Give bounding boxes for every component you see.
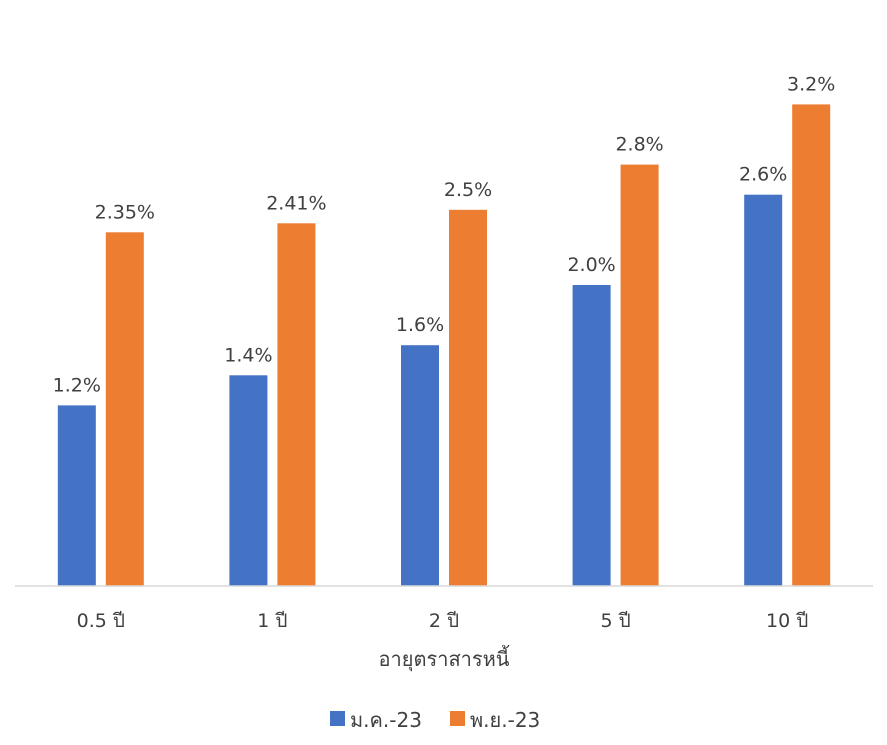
bar-s0-c0 bbox=[57, 405, 96, 586]
value-label-s0-c4: 2.6% bbox=[739, 164, 787, 186]
bar-s1-c1 bbox=[277, 223, 316, 587]
legend: ม.ค.-23 พ.ย.-23 bbox=[330, 708, 540, 732]
category-label-3: 5 ปี bbox=[600, 610, 630, 632]
value-label-s0-c2: 1.6% bbox=[396, 314, 444, 336]
bar-s0-c3 bbox=[572, 285, 611, 586]
bar-s1-c3 bbox=[620, 164, 659, 586]
legend-swatch-1 bbox=[450, 711, 465, 726]
category-labels-group: 0.5 ปี 1 ปี 2 ปี 5 ปี 10 ปี bbox=[77, 610, 809, 632]
bars-group bbox=[57, 104, 831, 587]
bar-s1-c4 bbox=[792, 104, 831, 587]
x-axis-title: อายุตราสารหนี้ bbox=[379, 645, 510, 672]
category-label-2: 2 ปี bbox=[429, 610, 459, 632]
value-label-s1-c3: 2.8% bbox=[615, 134, 663, 156]
category-label-4: 10 ปี bbox=[766, 610, 808, 632]
bar-s0-c4 bbox=[744, 194, 783, 586]
value-label-s0-c0: 1.2% bbox=[53, 374, 101, 396]
value-label-s0-c3: 2.0% bbox=[567, 254, 615, 276]
bar-s0-c1 bbox=[229, 375, 268, 586]
value-label-s1-c2: 2.5% bbox=[444, 179, 492, 201]
bar-s0-c2 bbox=[401, 345, 439, 586]
bar-s1-c0 bbox=[105, 232, 144, 587]
value-label-s1-c4: 3.2% bbox=[787, 73, 835, 95]
bar-s1-c2 bbox=[449, 209, 487, 587]
legend-swatch-0 bbox=[330, 711, 345, 726]
category-label-1: 1 ปี bbox=[257, 610, 287, 632]
value-label-s0-c1: 1.4% bbox=[224, 344, 272, 366]
value-label-s1-c1: 2.41% bbox=[266, 192, 326, 214]
legend-label-1: พ.ย.-23 bbox=[470, 708, 540, 732]
legend-label-0: ม.ค.-23 bbox=[350, 708, 422, 732]
category-label-0: 0.5 ปี bbox=[77, 610, 125, 632]
value-label-s1-c0: 2.35% bbox=[95, 201, 155, 223]
value-labels-group: 1.2% 2.35% 1.4% 2.41% 1.6% 2.5% 2.0% 2.8% 2.6% 3.… bbox=[53, 73, 836, 396]
